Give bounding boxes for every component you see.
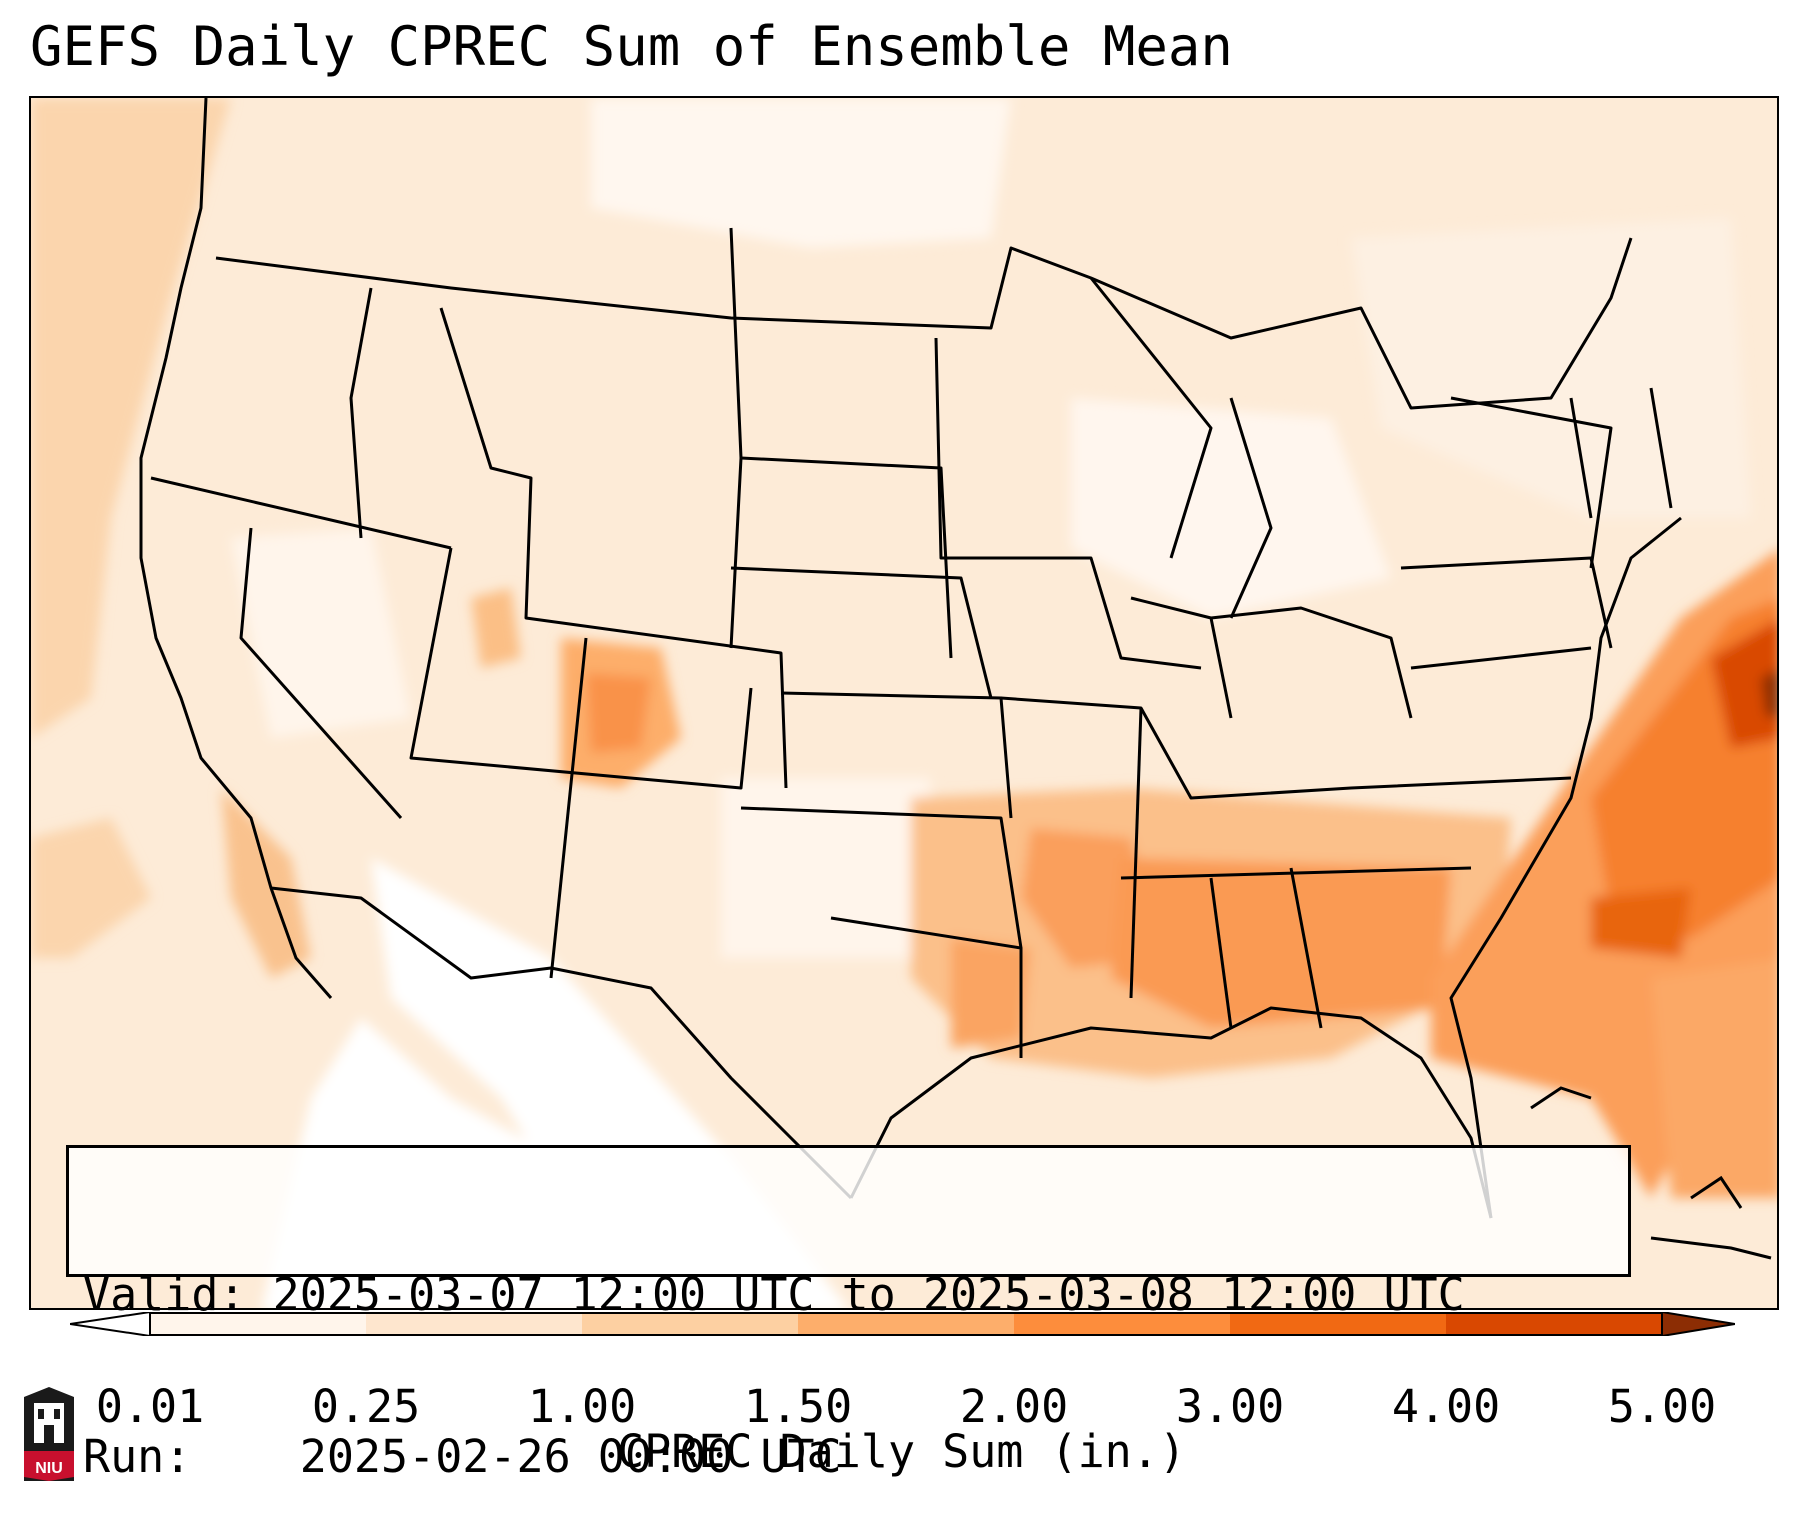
colorbar-tick-label: 5.00 [1607,1380,1717,1433]
colorbar-segment [366,1312,582,1336]
island-outlines [1530,1086,1772,1260]
colorbar-segment [798,1312,1014,1336]
state-boundaries [139,98,1682,1219]
colorbar-segment [1014,1312,1230,1336]
colorbar-segment [150,1312,366,1336]
valid-run-info-box: Valid: 2025-03-07 12:00 UTC to 2025-03-0… [66,1145,1631,1483]
colorbar-tick-label: 0.25 [311,1380,421,1433]
colorbar-extend-min [70,1312,151,1336]
precipitation-map [29,96,1779,1310]
logo-text: NIU [35,1460,63,1477]
colorbar-tick-label: 1.00 [527,1380,637,1433]
colorbar-extend-max [1661,1312,1735,1336]
run-time-value: 2025-02-26 00:00 UTC [299,1430,842,1483]
colorbar-ticks: 0.01 0.25 1.00 1.50 2.00 3.00 4.00 5.00 [0,1380,1803,1440]
colorbar-tick-label: 2.00 [959,1380,1069,1433]
colorbar-tick-label: 0.01 [95,1380,205,1433]
niu-logo: NIU [24,1387,74,1481]
map-title: GEFS Daily CPREC Sum of Ensemble Mean [30,15,1233,78]
colorbar-tick-label: 3.00 [1175,1380,1285,1433]
run-label: Run: [83,1430,192,1483]
colorbar-segment [1446,1312,1662,1336]
colorbar-segment [1230,1312,1446,1336]
colorbar-frame [149,1312,1663,1336]
colorbar [70,1312,1735,1336]
run-time-line: Run: 2025-02-26 00:00 UTC [83,1430,1628,1484]
colorbar-tick-label: 4.00 [1391,1380,1501,1433]
colorbar-label: CPREC Daily Sum (in.) [617,1425,1186,1478]
logo-banner [24,1451,74,1481]
colorbar-tick-label: 1.50 [743,1380,853,1433]
colorbar-segment [582,1312,798,1336]
